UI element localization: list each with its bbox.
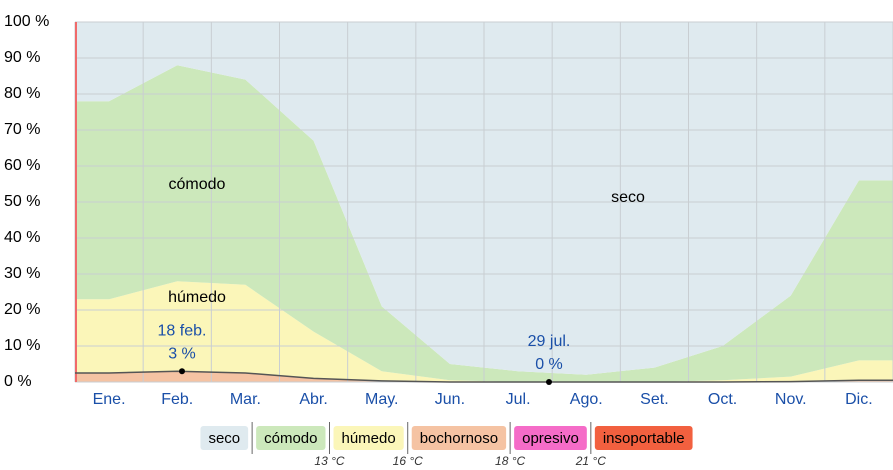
- legend-swatch: [411, 426, 507, 450]
- annotation-value: 0 %: [535, 356, 563, 373]
- y-tick-label: 30 %: [4, 265, 40, 282]
- x-tick-label: Ago.: [570, 391, 603, 408]
- muggy-line: [75, 370, 893, 383]
- y-tick-label: 60 %: [4, 157, 40, 174]
- y-tick-label: 50 %: [4, 193, 40, 210]
- y-tick-label: 40 %: [4, 229, 40, 246]
- annotation-value: 3 %: [168, 345, 196, 362]
- legend-swatch: [200, 426, 249, 450]
- legend-threshold: 16 °C: [393, 454, 423, 468]
- legend-threshold: 13 °C: [314, 454, 344, 468]
- x-tick-label: Abr.: [299, 391, 327, 408]
- y-tick-label: 100 %: [4, 13, 49, 30]
- legend-item: seco: [200, 426, 249, 450]
- legend-swatch: [256, 426, 326, 450]
- legend-item: opresivo: [514, 426, 587, 450]
- legend-threshold: 21 °C: [575, 454, 606, 468]
- legend-threshold: 18 °C: [495, 454, 525, 468]
- annotation-date: 18 feb.: [158, 322, 207, 339]
- legend-label: cómodo: [264, 430, 317, 447]
- area-label: húmedo: [168, 289, 226, 306]
- y-tick-label: 0 %: [4, 373, 32, 390]
- overlay: cómodo húmedo seco 18 feb. 3 % 29 jul. 0 %: [75, 22, 893, 385]
- legend-label: bochornoso: [420, 430, 498, 447]
- x-tick-label: May.: [365, 391, 398, 408]
- annotation-date: 29 jul.: [528, 333, 571, 350]
- area-label: cómodo: [169, 176, 226, 193]
- y-tick-label: 80 %: [4, 85, 40, 102]
- legend-label: opresivo: [522, 430, 579, 447]
- x-tick-label: Oct.: [708, 391, 737, 408]
- legend-item: húmedo: [333, 426, 404, 450]
- x-tick-label: Ene.: [93, 391, 126, 408]
- x-tick-label: Feb.: [161, 391, 193, 408]
- legend: seco cómodo húmedo bochornoso opresivo insopo…: [200, 422, 693, 468]
- y-tick-label: 20 %: [4, 301, 40, 318]
- x-tick-label: Nov.: [775, 391, 807, 408]
- x-tick-label: Dic.: [845, 391, 873, 408]
- legend-item: cómodo: [256, 426, 326, 450]
- legend-swatch: [594, 426, 693, 450]
- x-tick-label: Jul.: [506, 391, 531, 408]
- legend-label: húmedo: [342, 430, 396, 447]
- y-tick-label: 10 %: [4, 337, 40, 354]
- y-tick-label: 70 %: [4, 121, 40, 138]
- grid: 0 % 10 % 20 % 30 % 40 % 50 % 60 % 70 % 80 % 90 % 1…: [4, 13, 893, 408]
- legend-item: insoportable: [594, 426, 693, 450]
- y-tick-label: 90 %: [4, 49, 40, 66]
- legend-label: insoportable: [603, 430, 685, 447]
- legend-label: seco: [208, 430, 240, 447]
- x-tick-label: Jun.: [435, 391, 465, 408]
- area-label: seco: [611, 189, 645, 206]
- annotation-dot: [179, 368, 185, 375]
- legend-item: bochornoso: [411, 426, 507, 450]
- annotation-dot: [546, 379, 552, 385]
- x-tick-label: Mar.: [230, 391, 261, 408]
- x-tick-label: Set.: [640, 391, 668, 408]
- legend-swatch: [333, 426, 404, 450]
- legend-swatch: [514, 426, 587, 450]
